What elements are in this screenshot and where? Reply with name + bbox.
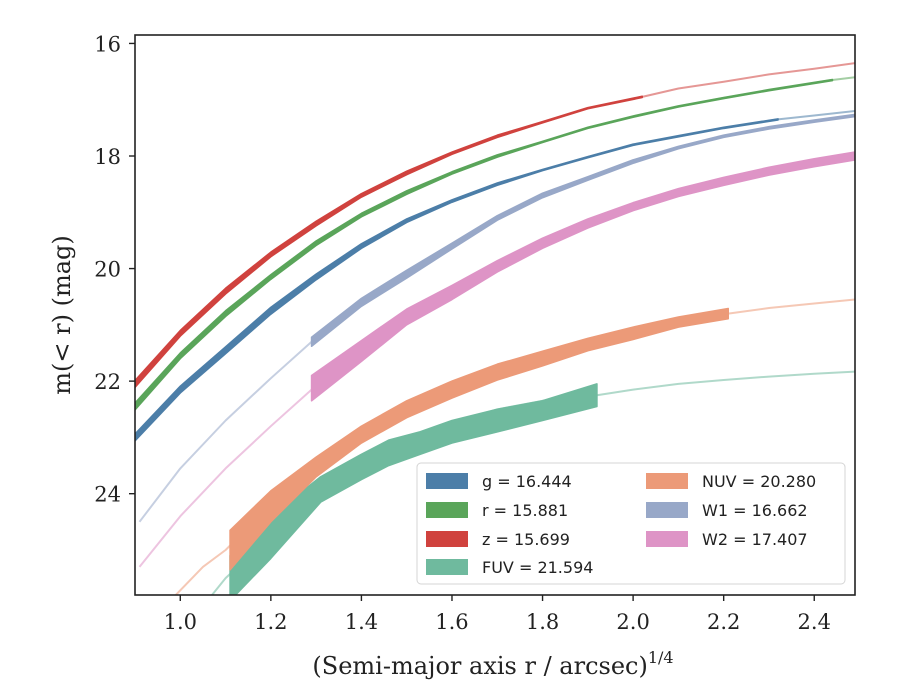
x-tick-label: 2.4 <box>798 610 831 634</box>
legend-swatch <box>646 502 688 518</box>
x-tick-label: 1.4 <box>345 610 378 634</box>
series-w1-measured-band <box>310 113 855 348</box>
series-g-measured-band <box>135 118 779 442</box>
x-axis-label-exponent: 1/4 <box>648 648 674 667</box>
y-tick-label: 22 <box>94 370 121 394</box>
legend-entries: g = 16.444 r = 15.881 z = 15.699 FUV = 21.5… <box>426 472 816 577</box>
x-axis-label-text: (Semi-major axis r / arcsec) <box>312 652 647 680</box>
y-tick-label: 18 <box>94 145 121 169</box>
series-layer <box>135 62 855 595</box>
legend-entry-fuv: FUV = 21.594 <box>426 558 593 577</box>
legend-swatch <box>426 473 468 489</box>
series-w2-measured-band <box>310 151 855 402</box>
plot-frame <box>134 34 856 596</box>
series-nuv <box>175 298 855 595</box>
legend-label: FUV = 21.594 <box>482 558 593 577</box>
series-nuv-measured-band <box>229 307 730 571</box>
legend-swatch <box>426 531 468 547</box>
series-z <box>135 62 855 389</box>
x-tick-label: 2.2 <box>707 610 740 634</box>
x-axis-label: (Semi-major axis r / arcsec)1/4 <box>312 648 673 680</box>
legend-entry-nuv: NUV = 20.280 <box>646 472 816 491</box>
legend-label: z = 15.699 <box>482 530 570 549</box>
legend-swatch <box>646 473 688 489</box>
legend-entry-z: z = 15.699 <box>426 530 570 549</box>
x-tick-label: 1.8 <box>526 610 559 634</box>
series-r-measured-band <box>135 78 834 411</box>
legend-label: NUV = 20.280 <box>702 472 816 491</box>
legend-swatch <box>646 531 688 547</box>
legend-swatch <box>426 559 468 575</box>
y-tick-label: 24 <box>94 483 121 507</box>
legend-swatch <box>426 502 468 518</box>
series-g <box>135 110 855 442</box>
series-fuv-measured-band <box>229 383 598 595</box>
x-tick-label: 1.6 <box>435 610 468 634</box>
legend-entry-w1: W1 = 16.662 <box>646 501 808 520</box>
y-tick-label: 16 <box>94 32 121 56</box>
x-axis-ticks: 1.0 1.2 1.4 1.6 1.8 2.0 2.2 2.4 <box>164 595 831 634</box>
y-tick-label: 20 <box>94 258 121 282</box>
legend-entry-r: r = 15.881 <box>426 501 568 520</box>
series-fuv <box>211 370 855 595</box>
legend: g = 16.444 r = 15.881 z = 15.699 FUV = 21.5… <box>416 462 846 585</box>
legend-box <box>416 462 846 585</box>
x-tick-label: 1.0 <box>164 610 197 634</box>
series-z-measured-band <box>135 95 644 389</box>
series-r <box>135 76 855 411</box>
x-tick-label: 2.0 <box>616 610 649 634</box>
legend-label: g = 16.444 <box>482 472 572 491</box>
x-tick-label: 1.2 <box>254 610 287 634</box>
legend-label: W2 = 17.407 <box>702 530 808 549</box>
legend-label: r = 15.881 <box>482 501 568 520</box>
legend-label: W1 = 16.662 <box>702 501 808 520</box>
y-axis-ticks: 16 18 20 22 24 <box>94 32 135 507</box>
series-w1 <box>138 113 855 523</box>
legend-entry-g: g = 16.444 <box>426 472 572 491</box>
series-w2 <box>138 151 855 568</box>
y-axis-label: m(< r) (mag) <box>48 235 76 394</box>
legend-entry-w2: W2 = 17.407 <box>646 530 808 549</box>
